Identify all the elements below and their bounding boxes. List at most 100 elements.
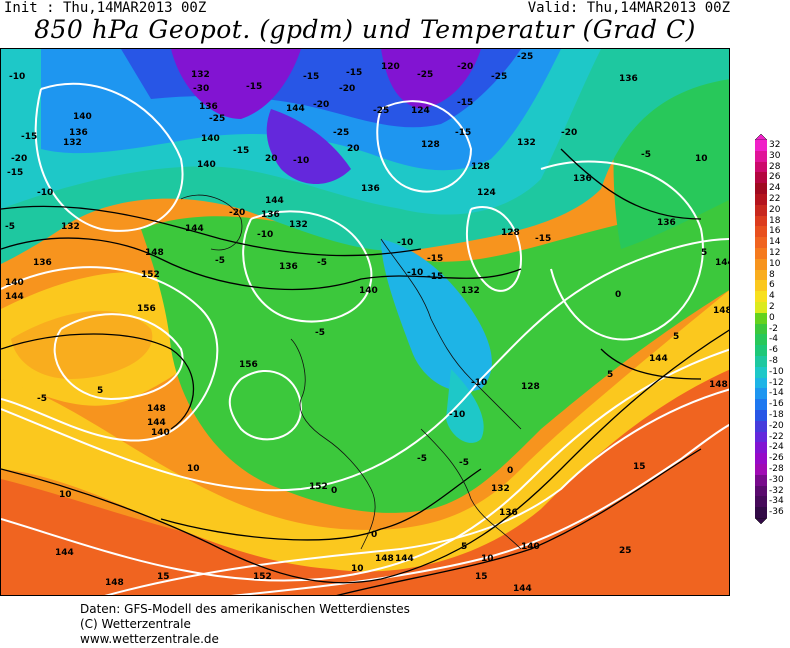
label-temp-15-b: 15 [475,572,488,582]
label-temp-minus15-i: -15 [535,234,551,244]
label-geo-132-g: 132 [491,484,510,494]
label-geo-152-c: 152 [253,572,272,582]
label-geo-128-b: 128 [471,162,490,172]
label-temp-minus10-d: -10 [257,230,273,240]
label-temp-0-c: 0 [371,530,377,540]
legend-label: 16 [769,226,781,237]
legend-label: 10 [769,258,781,269]
legend-label: -4 [769,334,778,345]
legend-swatch [755,399,767,410]
legend-swatch [755,431,767,443]
label-temp-minus20-a: -20 [11,154,27,164]
legend-label: 4 [769,291,775,302]
legend-swatch [755,474,767,486]
legend-swatch [755,291,767,302]
label-geo-148-c: 148 [105,578,124,588]
label-geo-124-a: 124 [411,106,430,116]
contour-152 [53,313,184,401]
legend-label: 6 [769,280,775,291]
temperature-isotherms [1,148,729,595]
label-temp-minus25-f: -25 [333,128,349,138]
credit-copyright: (C) Wetterzentrale [80,617,191,631]
label-temp-minus25-d: -25 [517,52,533,62]
legend-label: -36 [769,507,784,518]
label-temp-minus15-d: -15 [303,72,319,82]
legend-label: -8 [769,356,778,366]
legend-swatch [755,280,767,292]
temp-field-south [1,350,729,595]
label-geo-152-a: 152 [141,270,160,280]
label-geo-140-e: 140 [359,286,378,296]
label-temp-5-c: 5 [673,332,679,342]
isotherm-minus5 [1,237,522,291]
weather-map: -10 140 136 132 -15 -20 -15 -10 132 -30 … [0,48,730,596]
map-labels: -10 140 136 132 -15 -20 -15 -10 132 -30 … [5,52,729,594]
legend-label: 2 [769,302,775,312]
legend-swatch [755,356,767,367]
label-temp-minus5-f: -5 [37,394,47,404]
label-temp-minus15-k: -15 [427,272,443,282]
label-geo-144-d: 144 [5,292,24,302]
label-temp-5-e: 5 [607,370,613,380]
label-geo-140-b: 140 [201,134,220,144]
label-temp-minus15-b: -15 [7,168,23,178]
label-geo-132-b: 132 [191,70,210,80]
legend-swatch [755,507,767,518]
label-geo-140-g: 140 [521,542,540,552]
label-temp-minus10-b: -10 [37,188,53,198]
contour-132 [230,423,729,595]
temp-field-atlantic-warm [11,310,153,379]
label-geo-132-c: 132 [517,138,536,148]
legend-label: 32 [769,140,781,150]
isotherm-5-west [1,333,194,430]
coast-central [420,428,522,550]
contour-148 [1,266,219,442]
label-temp-minus15-f: -15 [457,98,473,108]
init-time: Init : Thu,14MAR2013 00Z [4,0,207,16]
label-geo-136-i: 136 [279,262,298,272]
legend-swatch [755,453,767,464]
coast-scandinavia [380,238,522,430]
label-geo-124-b: 124 [477,188,496,198]
label-temp-minus10-c: -10 [293,156,309,166]
label-geo-148-e: 148 [709,380,728,390]
legend-label: -2 [769,323,778,334]
label-geo-136-c: 136 [619,74,638,84]
label-temp-minus5-c: -5 [215,256,225,266]
isotherm-0 [160,468,482,541]
legend-swatch [755,345,767,356]
label-temp-minus15-e: -15 [346,68,362,78]
label-geo-144-a: 144 [286,104,305,114]
legend-swatch [755,183,767,194]
legend-label: 18 [769,215,781,226]
label-temp-20-a: 20 [265,154,278,164]
legend-label: 26 [769,172,781,183]
legend-swatch [755,204,767,216]
label-temp-0-b: 0 [507,466,513,476]
legend-swatch [755,442,767,454]
map-canvas: -10 140 136 132 -15 -20 -15 -10 132 -30 … [1,49,729,595]
legend-label: 22 [769,194,781,204]
legend-swatch [755,485,767,497]
label-geo-144-b: 144 [265,196,284,206]
label-geo-136-f: 136 [573,174,592,184]
legend-swatch [755,150,767,162]
legend-label: -22 [769,431,784,442]
legend-swatch [755,496,767,508]
temp-field-purple-east [381,49,481,109]
label-geo-132-f: 132 [461,286,480,296]
legend-label: 8 [769,269,775,280]
geopotential-contours [1,82,729,595]
legend-swatch [755,226,767,238]
label-temp-minus20-c: -20 [339,84,355,94]
legend-label: 12 [769,248,781,258]
legend-label: 24 [769,183,781,194]
isotherm-15 [336,448,702,595]
label-geo-140-f: 140 [151,428,170,438]
label-temp-15-c: 15 [633,462,646,472]
label-temp-minus25-e: -25 [373,106,389,116]
label-geo-136-a: 136 [69,128,88,138]
legend-label: -20 [769,420,784,431]
legend-swatch [755,312,767,324]
isotherm-5-east [600,348,702,380]
